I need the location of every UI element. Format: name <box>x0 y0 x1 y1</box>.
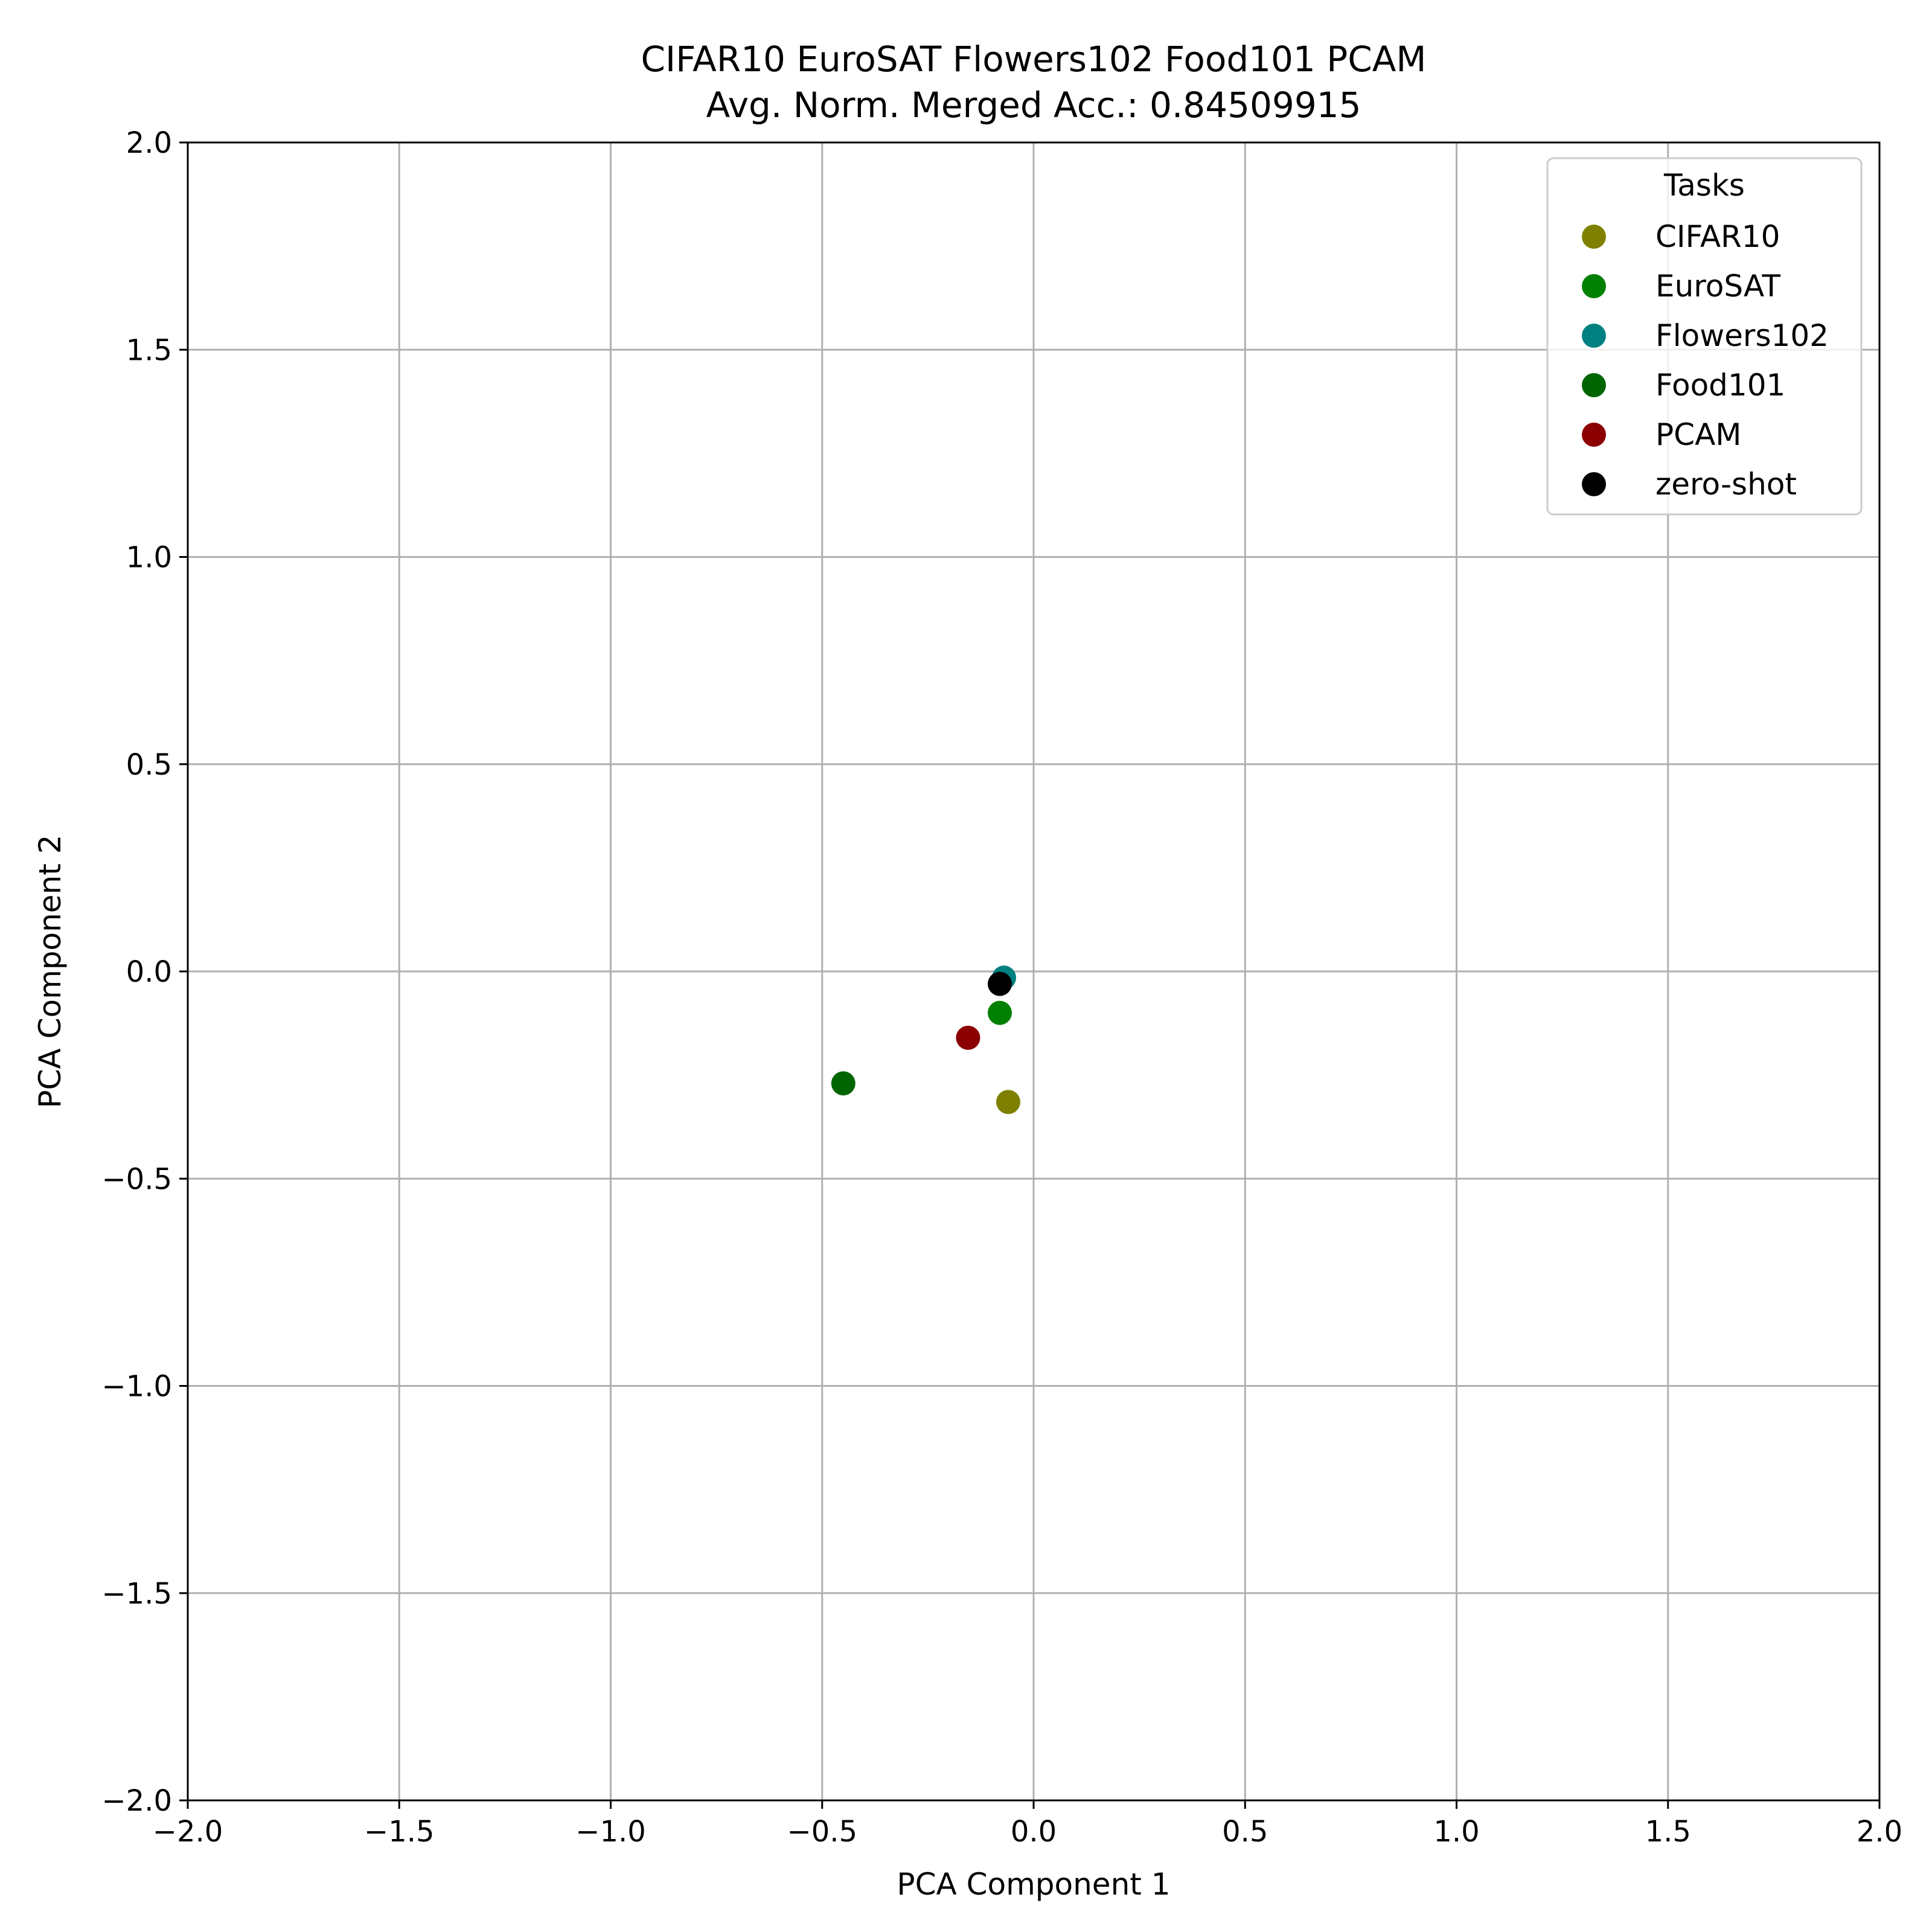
y-axis-label: PCA Component 2 <box>33 834 68 1108</box>
y-tick-label: −1.0 <box>101 1370 172 1404</box>
legend-marker-zero-shot <box>1582 472 1606 496</box>
legend-marker-food101 <box>1582 373 1606 397</box>
x-axis-label: PCA Component 1 <box>897 1867 1170 1902</box>
x-tick-label: −0.5 <box>787 1815 857 1849</box>
legend-title: Tasks <box>1663 168 1745 203</box>
y-tick-label: −1.5 <box>101 1577 172 1611</box>
legend-label-cifar10: CIFAR10 <box>1655 219 1780 254</box>
legend-label-pcam: PCAM <box>1655 417 1741 452</box>
x-tick-label: 0.5 <box>1222 1815 1268 1849</box>
y-tick-label: −2.0 <box>101 1784 172 1818</box>
legend-marker-cifar10 <box>1582 225 1606 249</box>
data-points <box>831 965 1020 1115</box>
data-point-food101 <box>831 1071 856 1096</box>
y-tick-label: −0.5 <box>101 1162 172 1196</box>
y-tick-label: 2.0 <box>126 126 172 160</box>
legend-marker-pcam <box>1582 423 1606 447</box>
chart-subtitle: Avg. Norm. Merged Acc.: 0.84509915 <box>706 85 1361 126</box>
legend-label-food101: Food101 <box>1655 368 1785 403</box>
x-tick-label: −1.0 <box>575 1815 646 1849</box>
legend-label-flowers102: Flowers102 <box>1655 318 1829 353</box>
x-tick-label: 1.5 <box>1645 1815 1691 1849</box>
legend-box <box>1546 157 1863 516</box>
data-point-zero-shot <box>987 971 1012 996</box>
plot-frame <box>187 141 1881 1802</box>
y-tick-label: 0.5 <box>126 748 172 782</box>
legend-label-zero-shot: zero-shot <box>1655 467 1797 502</box>
y-tick-label: 0.0 <box>126 955 172 989</box>
data-point-eurosat <box>987 1000 1012 1025</box>
x-tick-label: −1.5 <box>364 1815 435 1849</box>
y-tick-label: 1.5 <box>126 333 172 367</box>
legend-label-eurosat: EuroSAT <box>1655 269 1780 304</box>
data-point-cifar10 <box>996 1090 1020 1115</box>
data-point-pcam <box>956 1025 980 1050</box>
legend-entries: CIFAR10 EuroSAT Flowers102 Food101 PCAM zero-… <box>1582 219 1829 502</box>
legend-marker-eurosat <box>1582 274 1606 298</box>
axis-ticks: −2.0 −1.5 −1.0 −0.5 0.0 0.5 1.0 1.5 2.0 −2.0 −1.5 −… <box>101 126 1902 1849</box>
y-tick-label: 1.0 <box>126 541 172 575</box>
x-tick-label: −2.0 <box>153 1815 223 1849</box>
x-tick-label: 2.0 <box>1857 1815 1902 1849</box>
x-tick-label: 1.0 <box>1433 1815 1479 1849</box>
chart-title: CIFAR10 EuroSAT Flowers102 Food101 PCAM <box>641 39 1427 80</box>
legend: Tasks CIFAR10 EuroSAT Flowers102 Food101 PCA… <box>1546 157 1863 516</box>
x-tick-label: 0.0 <box>1011 1815 1057 1849</box>
legend-marker-flowers102 <box>1582 324 1606 348</box>
